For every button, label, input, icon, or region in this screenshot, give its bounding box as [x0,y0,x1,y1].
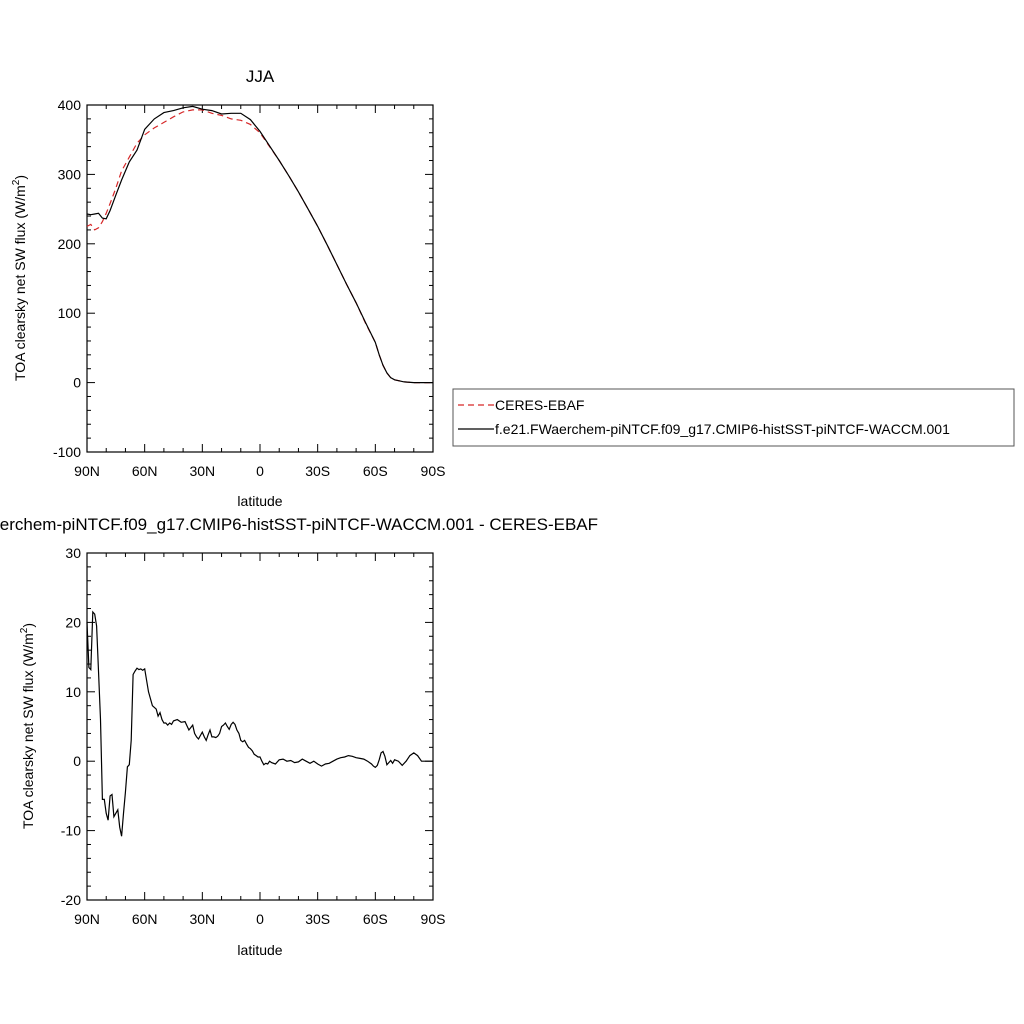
plot-area-frame [86,552,434,901]
y-axis-label-superscript: 2 [11,179,22,185]
series-line-0 [86,109,433,384]
x-tick-label: 0 [256,911,264,927]
x-tick-label: 60S [363,463,388,479]
y-tick-label: -20 [61,892,81,908]
y-axis-label: TOA clearsky net SW flux (W/m2) [19,623,36,829]
x-tick-label: 30N [189,463,215,479]
y-axis-label-main: TOA clearsky net SW flux (W/m [12,185,28,381]
x-tick-label: 90S [421,911,446,927]
y-axis-label-superscript: 2 [19,627,30,633]
panel-bottom: f.e21.FWaerchem-piNTCF.f09_g17.CMIP6-his… [0,515,598,958]
y-tick-label: -10 [61,823,81,839]
x-tick-label: 30N [189,911,215,927]
axis-ticks [86,552,434,901]
x-axis-label: latitude [237,942,282,958]
y-tick-label: 20 [65,614,81,630]
y-tick-label: 100 [58,305,82,321]
y-tick-labels: -20 -10 0 10 20 30 [61,545,81,908]
y-tick-labels: -100 0 100 200 300 400 [53,97,81,460]
y-axis-label: TOA clearsky net SW flux (W/m2) [11,175,28,381]
y-axis-label-close: ) [12,175,28,180]
x-tick-labels: 90N 60N 30N 0 30S 60S 90S [74,463,445,479]
x-tick-label: 60N [132,911,158,927]
chart-title: JJA [246,67,275,86]
y-tick-label: 200 [58,236,82,252]
series-lines [86,610,433,837]
y-tick-label: 300 [58,166,82,182]
x-tick-label: 30S [305,911,330,927]
x-tick-label: 30S [305,463,330,479]
y-tick-label: 0 [73,753,81,769]
y-tick-label: 400 [58,97,82,113]
x-tick-labels: 90N 60N 30N 0 30S 60S 90S [74,911,445,927]
legend: CERES-EBAF f.e21.FWaerchem-piNTCF.f09_g1… [452,388,1015,447]
series-line-1 [86,105,433,384]
x-tick-label: 60S [363,911,388,927]
x-tick-label: 90N [74,911,100,927]
x-tick-label: 90S [421,463,446,479]
axis-ticks [86,104,434,453]
legend-box [452,388,1015,447]
x-tick-label: 90N [74,463,100,479]
series-lines [86,105,433,384]
panel-top: JJA 90N 60N 30N 0 30S 60S 90S -100 0 100 200 300 40… [11,67,1015,509]
y-tick-label: 0 [73,375,81,391]
y-tick-label: 10 [65,684,81,700]
y-axis-label-main: TOA clearsky net SW flux (W/m [20,633,36,829]
y-axis-label-close: ) [20,623,36,628]
x-tick-label: 0 [256,463,264,479]
x-tick-label: 60N [132,463,158,479]
legend-label-model: f.e21.FWaerchem-piNTCF.f09_g17.CMIP6-his… [495,421,950,437]
legend-label-ceres: CERES-EBAF [495,397,584,413]
plot-area-frame [86,104,434,453]
difference-chart-title: f.e21.FWaerchem-piNTCF.f09_g17.CMIP6-his… [0,515,598,534]
y-tick-label: -100 [53,444,81,460]
x-axis-label: latitude [237,493,282,509]
y-tick-label: 30 [65,545,81,561]
series-line-0 [86,610,433,837]
